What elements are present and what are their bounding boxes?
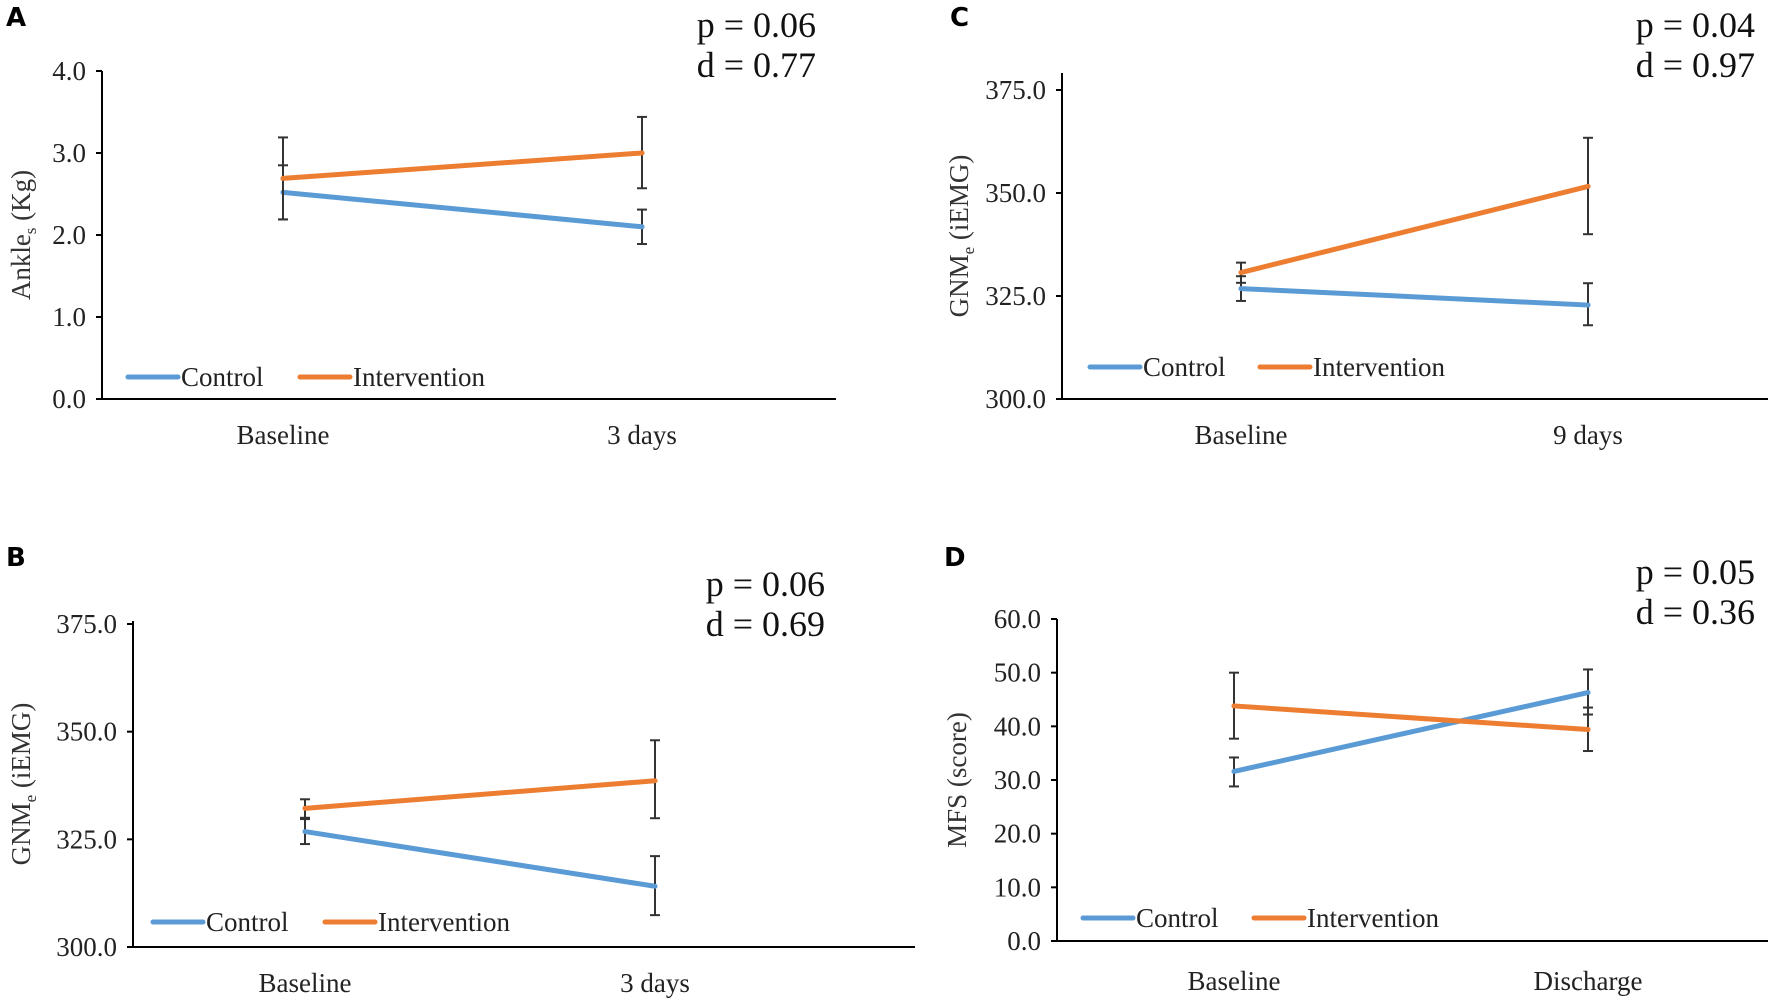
- panel-label: A: [6, 3, 26, 33]
- y-tick-label: 2.0: [52, 220, 86, 250]
- data-point-intervention: [639, 150, 645, 156]
- p-value: p = 0.06: [706, 564, 825, 604]
- y-axis-label: MFS (score): [942, 712, 972, 848]
- data-point-control: [652, 883, 658, 889]
- y-tick-label: 30.0: [994, 765, 1041, 795]
- series-line-control: [280, 189, 645, 230]
- x-tick-label: Baseline: [237, 420, 330, 450]
- legend-label-control: Control: [1143, 352, 1226, 382]
- y-tick-label: 3.0: [52, 138, 86, 168]
- data-point-control: [1585, 302, 1591, 308]
- x-tick-label: 3 days: [607, 420, 677, 450]
- y-tick-label: 0.0: [52, 384, 86, 414]
- panel-label: B: [6, 543, 26, 573]
- x-tick-label: Baseline: [1195, 420, 1288, 450]
- y-tick-label: 325.0: [985, 281, 1046, 311]
- y-axis-label-subscript: e: [21, 795, 40, 803]
- y-tick-label: 60.0: [994, 604, 1041, 634]
- y-tick-label: 0.0: [1007, 926, 1041, 956]
- panel-b: B 300.0 325.0 350.0 375.0 GNMe (iEMG) Baseline…: [6, 543, 915, 998]
- y-axis-label: Ankles (Kg): [6, 170, 40, 300]
- legend-label-control: Control: [181, 362, 264, 392]
- effect-size: d = 0.77: [697, 45, 816, 85]
- y-axis-label-unit: (iEMG): [944, 155, 974, 247]
- y-tick-label: 1.0: [52, 302, 86, 332]
- effect-size: d = 0.97: [1636, 45, 1755, 85]
- y-tick-label: 300.0: [56, 932, 117, 962]
- y-tick-label: 350.0: [985, 178, 1046, 208]
- legend-label-control: Control: [206, 907, 289, 937]
- data-point-intervention: [302, 805, 308, 811]
- y-axis-label-base: MFS (score): [942, 712, 972, 848]
- series-line-control: [1238, 286, 1591, 308]
- legend-label-intervention: Intervention: [378, 907, 510, 937]
- effect-size: d = 0.36: [1636, 592, 1755, 632]
- y-axis-label: GNMe (iEMG): [6, 703, 40, 866]
- series-line-control: [302, 829, 658, 889]
- panel-c: C 300.0 325.0 350.0 375.0 GNMe (iEMG) Baseline…: [944, 3, 1768, 450]
- x-tick-label: Baseline: [1188, 966, 1281, 996]
- panel-a: A 0.0 1.0 2.0 3.0 4.0 Ankles (Kg) Baseline 3 day…: [6, 3, 836, 450]
- y-axis-label-base: Ankle: [6, 234, 36, 300]
- x-tick-label: 9 days: [1553, 420, 1623, 450]
- y-tick-label: 325.0: [56, 824, 117, 854]
- data-point-intervention: [1231, 703, 1237, 709]
- y-axis-label-base: GNM: [944, 254, 974, 317]
- data-point-control: [302, 829, 308, 835]
- panel-label: D: [944, 543, 966, 573]
- y-tick-label: 375.0: [985, 75, 1046, 105]
- y-tick-label: 300.0: [985, 384, 1046, 414]
- y-axis-label: GNMe (iEMG): [944, 155, 978, 318]
- x-tick-label: Baseline: [259, 968, 352, 998]
- panel-label: C: [950, 3, 969, 33]
- y-tick-label: 40.0: [994, 711, 1041, 741]
- p-value: p = 0.04: [1636, 5, 1755, 45]
- data-point-intervention: [280, 175, 286, 181]
- y-tick-label: 4.0: [52, 56, 86, 86]
- series-line-intervention: [280, 150, 645, 181]
- series-line-intervention: [1231, 703, 1591, 733]
- series-line-intervention: [1238, 183, 1591, 276]
- y-axis-label-unit: (iEMG): [6, 703, 36, 795]
- panel-d: D 0.0 10.0 20.0 30.0 40.0 50.0 60.0 MFS (score) B…: [942, 543, 1768, 996]
- data-point-control: [1238, 286, 1244, 292]
- data-point-control: [1585, 690, 1591, 696]
- y-tick-label: 350.0: [56, 717, 117, 747]
- p-value: p = 0.06: [697, 5, 816, 45]
- data-point-intervention: [1238, 270, 1244, 276]
- data-point-intervention: [652, 778, 658, 784]
- legend-label-control: Control: [1136, 903, 1219, 933]
- data-point-intervention: [1585, 727, 1591, 733]
- y-tick-label: 375.0: [56, 609, 117, 639]
- data-point-control: [1231, 768, 1237, 774]
- y-tick-label: 50.0: [994, 658, 1041, 688]
- series-line-intervention: [302, 778, 658, 811]
- y-axis-label-unit: (Kg): [6, 170, 36, 228]
- data-point-control: [639, 224, 645, 230]
- y-axis-label-subscript: e: [959, 247, 978, 255]
- y-tick-label: 20.0: [994, 819, 1041, 849]
- legend-label-intervention: Intervention: [1307, 903, 1439, 933]
- legend-label-intervention: Intervention: [353, 362, 485, 392]
- effect-size: d = 0.69: [706, 604, 825, 644]
- x-tick-label: 3 days: [620, 968, 690, 998]
- series-line-control: [1231, 690, 1591, 774]
- y-axis-label-base: GNM: [6, 802, 36, 865]
- x-tick-label: Discharge: [1534, 966, 1643, 996]
- legend-label-intervention: Intervention: [1313, 352, 1445, 382]
- p-value: p = 0.05: [1636, 552, 1755, 592]
- y-tick-label: 10.0: [994, 872, 1041, 902]
- y-axis-label-subscript: s: [21, 228, 40, 235]
- data-point-intervention: [1585, 183, 1591, 189]
